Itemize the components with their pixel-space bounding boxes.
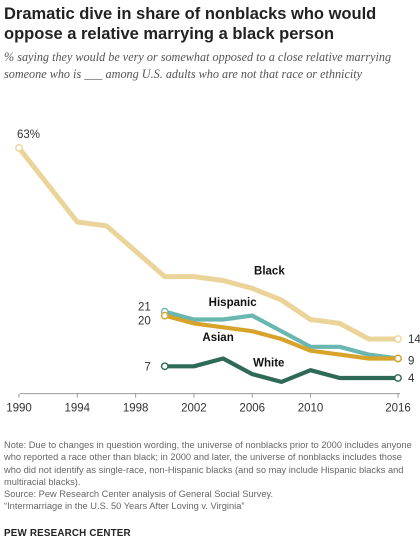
data-point-black-2006 [251, 287, 254, 290]
x-tick-label-2006: 2006 [239, 403, 265, 415]
start-label-white: 7 [144, 361, 150, 373]
data-point-white-2002 [192, 365, 196, 368]
brand-logo-text: PEW RESEARCH CENTER [4, 528, 131, 539]
data-point-hispanic-2002 [192, 318, 196, 321]
data-point-black-2016 [394, 335, 402, 343]
data-point-hispanic-2014 [367, 353, 371, 356]
end-label-white: 4 [408, 373, 415, 385]
x-tick-label-1990: 1990 [6, 403, 32, 415]
x-tick-label-2010: 2010 [298, 403, 324, 415]
x-tick-label-1994: 1994 [65, 403, 91, 415]
report-title: “Intermarriage in the U.S. 50 Years Afte… [4, 501, 245, 512]
end-label-asian: 9 [408, 356, 414, 368]
data-point-hispanic-2004 [221, 318, 225, 321]
start-label-hispanic: 21 [138, 302, 151, 314]
data-point-white-2000 [160, 362, 169, 371]
x-tick-label-2016: 2016 [385, 403, 411, 415]
data-point-asian-2012 [338, 353, 341, 356]
series-line-black [16, 145, 401, 342]
data-point-black-2014 [367, 337, 371, 341]
data-point-black-1994 [76, 220, 79, 224]
data-point-white-2008 [280, 380, 283, 384]
data-point-black-2004 [221, 279, 225, 282]
data-point-asian-2016 [394, 354, 402, 363]
data-point-hispanic-2012 [338, 345, 341, 348]
series-white [160, 356, 402, 384]
series-black [15, 143, 402, 343]
data-point-black-2000 [163, 275, 166, 278]
x-axis-ticks: 1990 1994 1998 2002 2006 2010 2016 [6, 393, 411, 415]
data-point-asian-2014 [367, 357, 371, 360]
data-point-hispanic-2006 [251, 314, 254, 317]
data-point-asian-2010 [309, 349, 312, 352]
series-label-black: Black [254, 266, 285, 278]
data-point-black-2002 [192, 275, 196, 278]
data-point-hispanic-2008 [280, 330, 283, 333]
data-point-asian-2004 [221, 326, 225, 329]
series-label-asian: Asian [202, 332, 233, 344]
series-layer [15, 143, 402, 384]
data-point-black-2008 [280, 298, 283, 302]
data-point-white-2014 [367, 376, 371, 380]
data-point-asian-2000 [160, 311, 169, 320]
source-text: Source: Pew Research Center analysis of … [4, 489, 274, 500]
series-asian [160, 311, 402, 363]
note-block: Note: Due to changes in question wording… [4, 439, 416, 513]
data-point-black-1990 [15, 143, 23, 152]
start-label-asian: 20 [138, 316, 151, 328]
chart-title: Dramatic dive in share of nonblacks who … [4, 5, 377, 43]
x-tick-label-1998: 1998 [123, 403, 149, 415]
label-layer: 63% 14 Black 21 Hispanic 20 9 Asian 7 4 White [17, 129, 420, 385]
note-text: Note: Due to changes in question wording… [4, 440, 412, 487]
data-point-black-1996 [105, 224, 108, 228]
data-point-black-2010 [309, 318, 312, 321]
chart-subtitle: % saying they would be very or somewhat … [4, 50, 392, 81]
series-label-white: White [253, 357, 284, 369]
data-point-asian-2008 [280, 337, 283, 341]
data-point-white-2004 [221, 357, 225, 360]
start-label-black: 63% [17, 129, 40, 141]
data-point-white-2010 [309, 369, 312, 372]
line-chart: 1990 1994 1998 2002 2006 2010 2016 63% 14 Black 2… [6, 129, 420, 415]
end-label-black: 14 [408, 334, 420, 346]
data-point-hispanic-2010 [309, 345, 312, 348]
data-point-white-2016 [394, 374, 402, 382]
data-point-white-2012 [338, 376, 341, 380]
data-point-black-2012 [338, 322, 341, 325]
data-point-white-2006 [251, 372, 254, 376]
data-point-asian-2002 [192, 322, 196, 325]
x-tick-label-2002: 2002 [181, 403, 207, 415]
series-label-hispanic: Hispanic [209, 297, 258, 309]
data-point-asian-2006 [251, 330, 254, 333]
